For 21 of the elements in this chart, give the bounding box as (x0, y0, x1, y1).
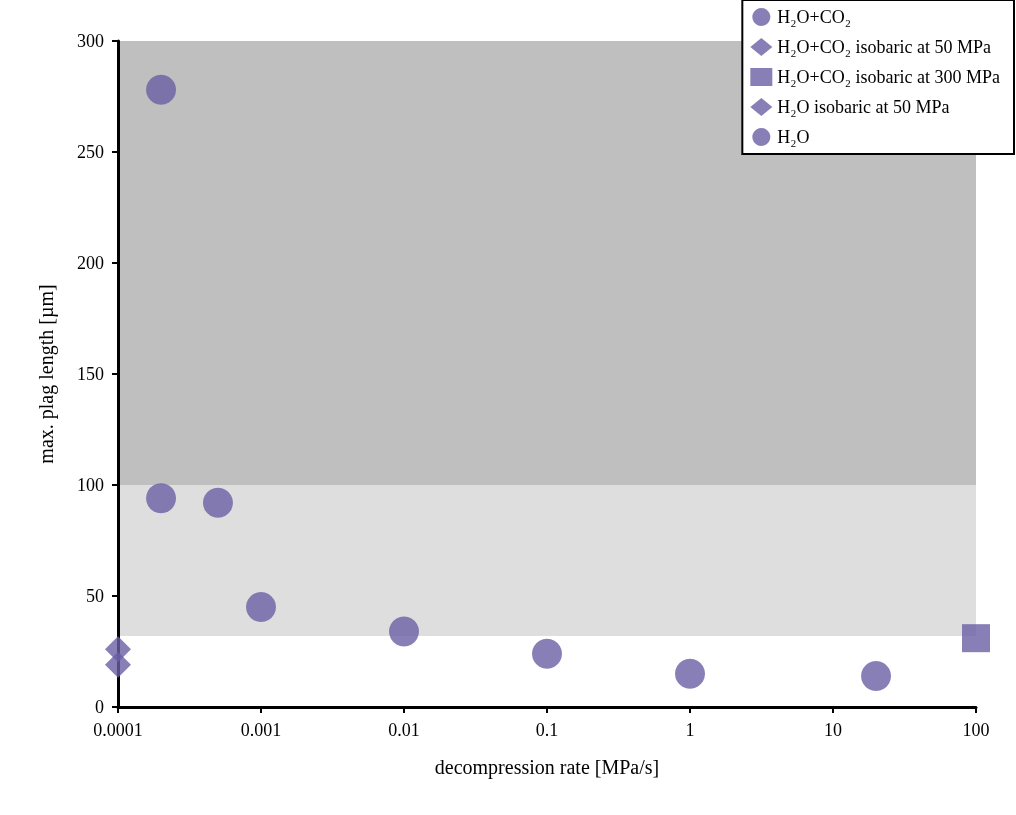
legend-label: H₂O (777, 127, 810, 147)
legend-label: H₂O+CO₂ isobaric at 300 MPa (777, 67, 1001, 87)
y-axis-title: max. plag length [µm] (35, 284, 58, 464)
x-tick-label: 0.0001 (93, 720, 143, 740)
legend-label: H₂O+CO₂ isobaric at 50 MPa (777, 37, 992, 57)
y-tick-label: 300 (77, 31, 104, 51)
y-tick-label: 200 (77, 253, 104, 273)
x-tick-label: 1 (685, 720, 695, 740)
x-tick-label: 10 (824, 720, 842, 740)
y-tick-label: 250 (77, 142, 104, 162)
x-tick-label: 0.001 (240, 720, 282, 740)
x-tick-label: 0.01 (388, 720, 420, 740)
x-tick-label: 100 (962, 720, 990, 740)
y-tick-label: 150 (77, 364, 104, 384)
y-tick-label: 0 (95, 697, 104, 717)
y-tick-label: 50 (86, 586, 104, 606)
y-tick-label: 100 (77, 475, 104, 495)
legend-label: H₂O+CO₂ (777, 7, 852, 27)
legend-label: H₂O isobaric at 50 MPa (777, 97, 950, 117)
x-axis-title: decompression rate [MPa/s] (434, 756, 660, 779)
x-tick-label: 0.1 (535, 720, 559, 740)
